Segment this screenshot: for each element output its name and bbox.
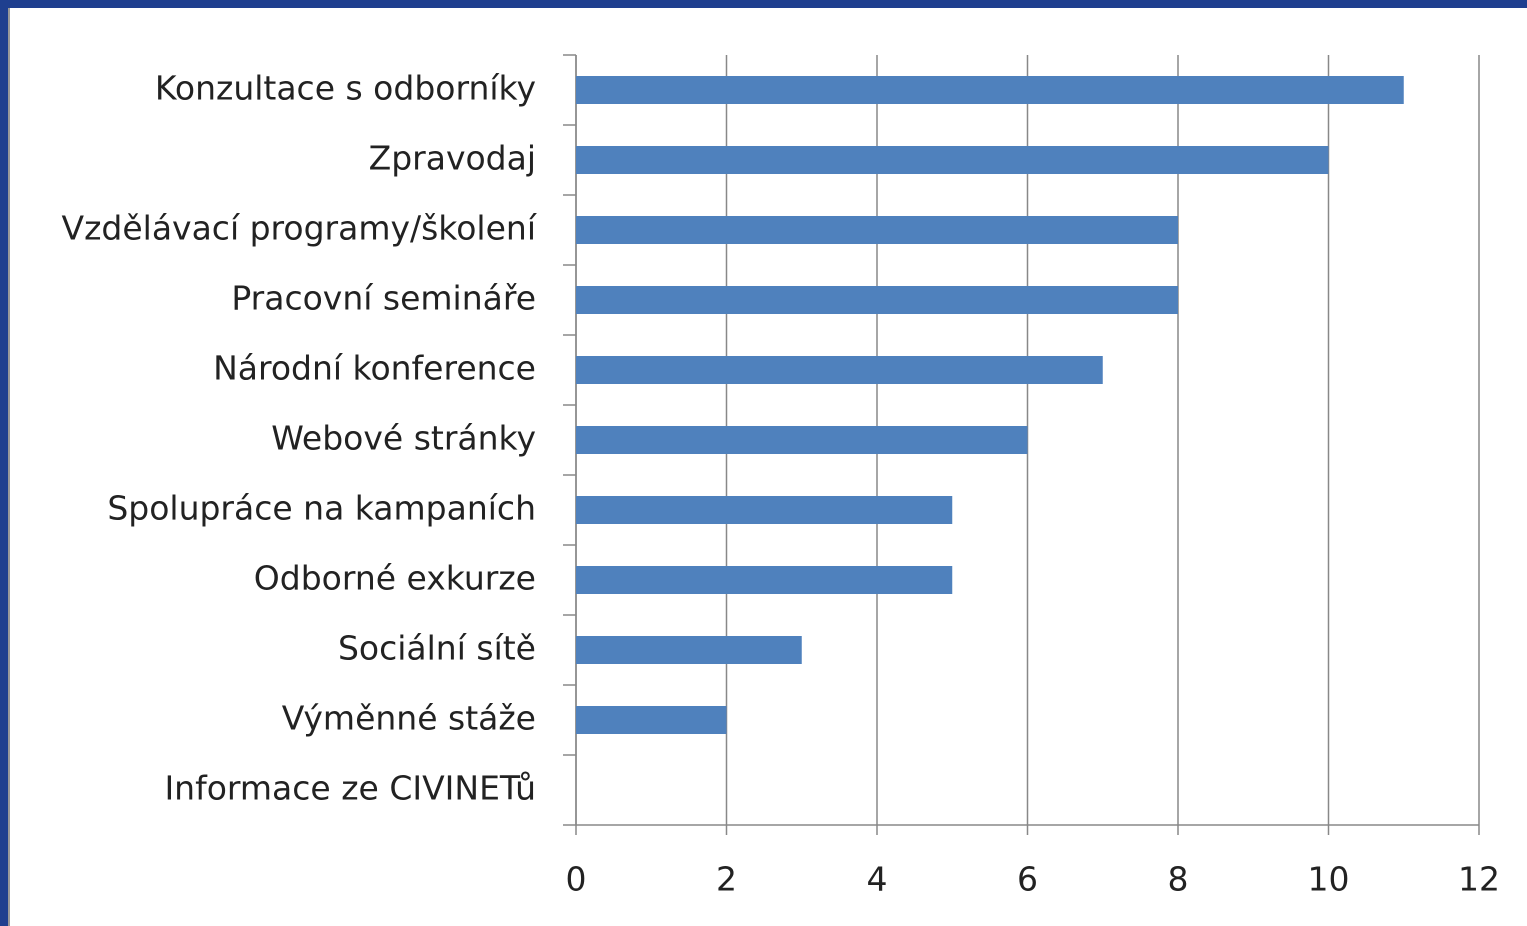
y-tick-label: Webové stránky	[271, 419, 536, 458]
x-tick-label: 12	[1458, 860, 1500, 899]
bar	[576, 496, 953, 524]
x-tick-label: 6	[1017, 860, 1038, 899]
y-tick-label: Pracovní semináře	[231, 279, 536, 318]
frame	[8, 8, 10, 926]
bar	[576, 216, 1178, 244]
left-border	[0, 0, 8, 926]
x-tick-label: 8	[1168, 860, 1189, 899]
y-tick-label: Sociální sítě	[338, 629, 536, 668]
x-tick-label: 0	[566, 860, 587, 899]
y-tick-label: Vzdělávací programy/školení	[62, 209, 538, 248]
y-tick-label: Konzultace s odborníky	[155, 69, 536, 108]
y-tick-label: Spolupráce na kampaních	[107, 489, 536, 528]
bar	[576, 566, 953, 594]
bar	[576, 636, 802, 664]
bar	[576, 286, 1178, 314]
bar	[576, 76, 1404, 104]
y-tick-label: Národní konference	[213, 349, 536, 388]
x-tick-label: 2	[716, 860, 737, 899]
bar	[576, 426, 1028, 454]
y-tick-label: Výměnné stáže	[282, 699, 536, 738]
bar	[576, 356, 1103, 384]
bar	[576, 146, 1329, 174]
y-tick-label: Informace ze CIVINETů	[164, 769, 536, 808]
y-tick-label: Odborné exkurze	[254, 559, 536, 598]
x-tick-label: 10	[1308, 860, 1350, 899]
bar	[576, 706, 727, 734]
top-border	[0, 0, 1527, 8]
x-tick-label: 4	[867, 860, 888, 899]
y-tick-label: Zpravodaj	[369, 139, 536, 178]
